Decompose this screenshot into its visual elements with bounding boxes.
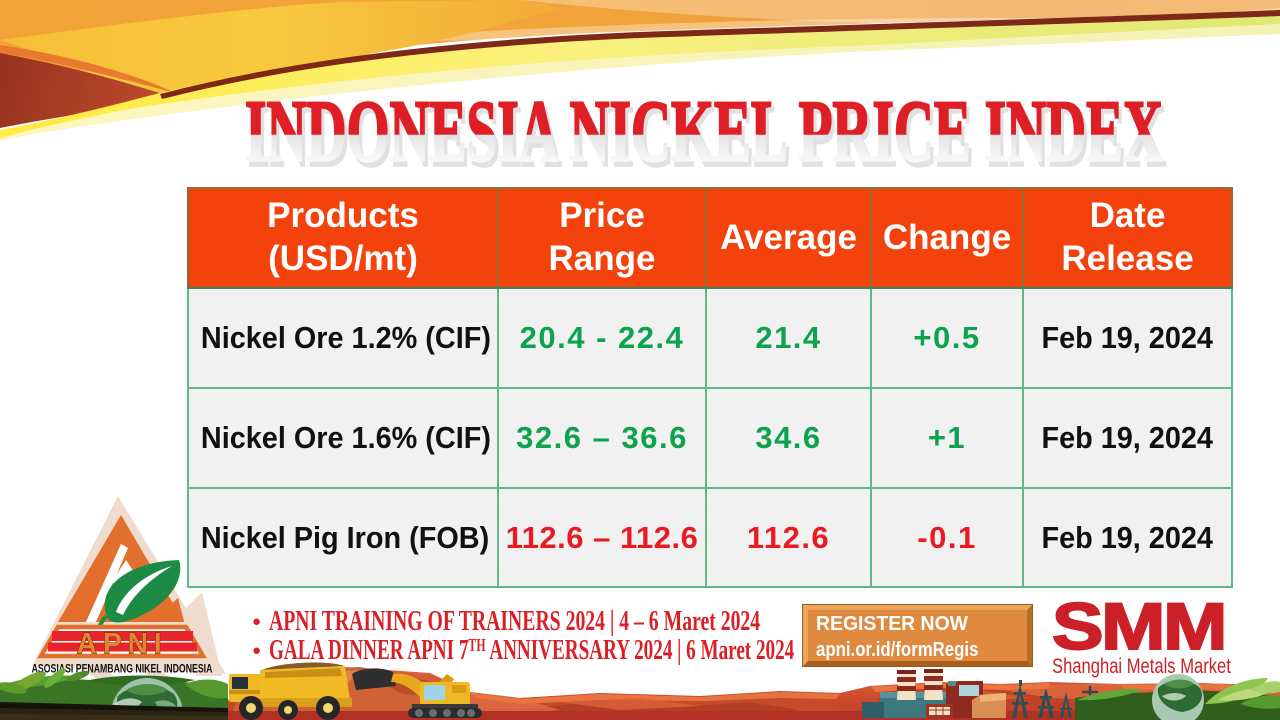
svg-text:INDONESIA NICKEL PRICE INDEX: INDONESIA NICKEL PRICE INDEX <box>245 81 1163 179</box>
svg-text:APNI: APNI <box>77 628 168 661</box>
svg-text:INDONESIA NICKEL PRICE INDEX: INDONESIA NICKEL PRICE INDEX <box>248 86 1166 184</box>
